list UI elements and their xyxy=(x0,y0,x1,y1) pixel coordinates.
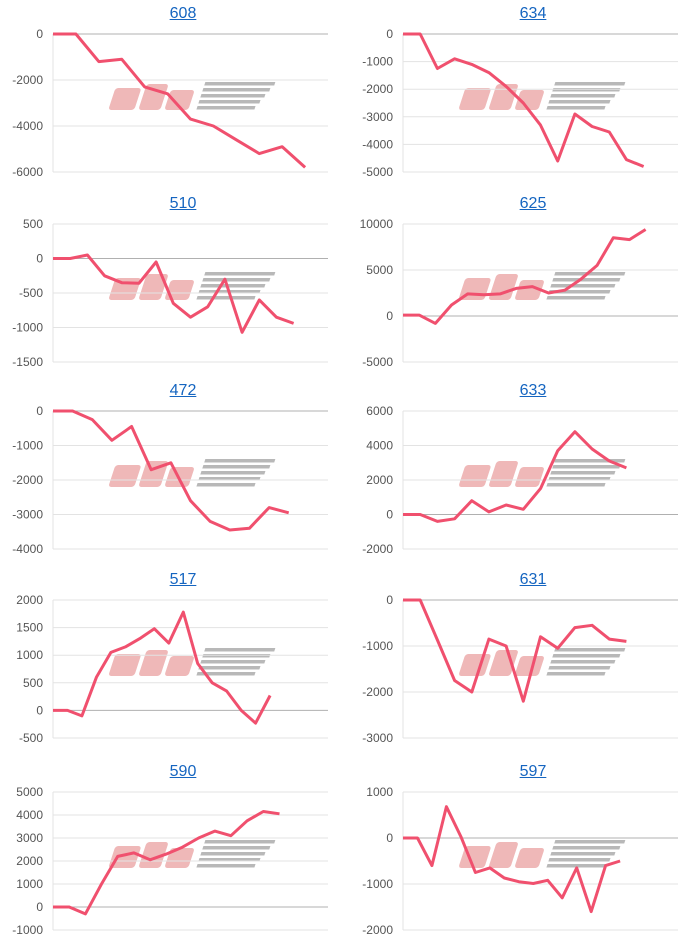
y-tick-label: 500 xyxy=(23,676,43,690)
y-tick-label: 2000 xyxy=(366,473,393,487)
y-tick-label: -2000 xyxy=(12,73,43,87)
y-tick-label: -2000 xyxy=(362,685,393,699)
watermark-logo xyxy=(108,82,275,110)
y-tick-label: -500 xyxy=(19,731,43,745)
y-tick-label: -4000 xyxy=(362,137,393,151)
y-tick-label: 5000 xyxy=(16,785,43,799)
y-tick-label: -2000 xyxy=(362,923,393,937)
y-tick-label: 4000 xyxy=(366,439,393,453)
watermark-logo xyxy=(108,648,275,676)
watermark-logo xyxy=(458,82,625,110)
y-tick-label: 0 xyxy=(36,27,43,41)
line-chart: 500 0 -500 -1000 -1500 xyxy=(0,190,350,379)
y-tick-label: 1000 xyxy=(16,648,43,662)
y-tick-label: 2000 xyxy=(16,593,43,607)
y-tick-label: 3000 xyxy=(16,831,43,845)
y-tick-label: 0 xyxy=(36,252,43,266)
y-tick-label: 1000 xyxy=(16,877,43,891)
y-tick-label: -2000 xyxy=(362,542,393,556)
y-tick-label: -3000 xyxy=(362,110,393,124)
y-tick-label: 0 xyxy=(36,404,43,418)
y-tick-label: -2000 xyxy=(12,473,43,487)
y-tick-label: 0 xyxy=(36,703,43,717)
y-tick-label: -3000 xyxy=(362,731,393,745)
line-chart: 0 -1000 -2000 -3000 -4000 -5000 xyxy=(350,0,700,189)
y-tick-label: -1000 xyxy=(12,923,43,937)
y-tick-label: -4000 xyxy=(12,119,43,133)
y-tick-label: 0 xyxy=(386,508,393,522)
y-tick-label: -1000 xyxy=(362,55,393,69)
y-tick-label: -5000 xyxy=(362,165,393,179)
series-line xyxy=(403,230,646,324)
y-tick-label: -5000 xyxy=(362,355,393,369)
y-tick-label: 0 xyxy=(386,309,393,323)
y-tick-label: 6000 xyxy=(366,404,393,418)
y-tick-label: -1000 xyxy=(362,877,393,891)
y-tick-label: 500 xyxy=(23,217,43,231)
y-tick-label: 2000 xyxy=(16,854,43,868)
y-tick-label: -1000 xyxy=(12,321,43,335)
line-chart: 0 -2000 -4000 -6000 xyxy=(0,0,350,189)
y-tick-label: -1500 xyxy=(12,355,43,369)
y-tick-label: 0 xyxy=(36,900,43,914)
y-tick-label: -1000 xyxy=(362,639,393,653)
y-tick-label: 1000 xyxy=(366,785,393,799)
y-tick-label: 1500 xyxy=(16,621,43,635)
watermark-logo xyxy=(108,459,275,487)
y-tick-label: -4000 xyxy=(12,542,43,556)
y-tick-label: 0 xyxy=(386,831,393,845)
line-chart: 10000 5000 0 -5000 xyxy=(350,190,700,379)
line-chart: 5000 4000 3000 2000 1000 0 -1000 xyxy=(0,758,350,947)
line-chart: 1000 0 -1000 -2000 xyxy=(350,758,700,947)
y-tick-label: 5000 xyxy=(366,263,393,277)
y-tick-label: 0 xyxy=(386,27,393,41)
line-chart: 0 -1000 -2000 -3000 -4000 xyxy=(0,377,350,566)
y-tick-label: 10000 xyxy=(360,217,394,231)
line-chart: 2000 1500 1000 500 0 -500 xyxy=(0,566,350,755)
y-tick-label: -3000 xyxy=(12,508,43,522)
line-chart: 6000 4000 2000 0 -2000 xyxy=(350,377,700,566)
y-tick-label: -6000 xyxy=(12,165,43,179)
y-tick-label: -2000 xyxy=(362,82,393,96)
y-tick-label: -500 xyxy=(19,286,43,300)
watermark-logo xyxy=(108,272,275,300)
line-chart: 0 -1000 -2000 -3000 xyxy=(350,566,700,755)
watermark-logo xyxy=(458,840,625,868)
y-tick-label: -1000 xyxy=(12,439,43,453)
y-tick-label: 4000 xyxy=(16,808,43,822)
y-tick-label: 0 xyxy=(386,593,393,607)
